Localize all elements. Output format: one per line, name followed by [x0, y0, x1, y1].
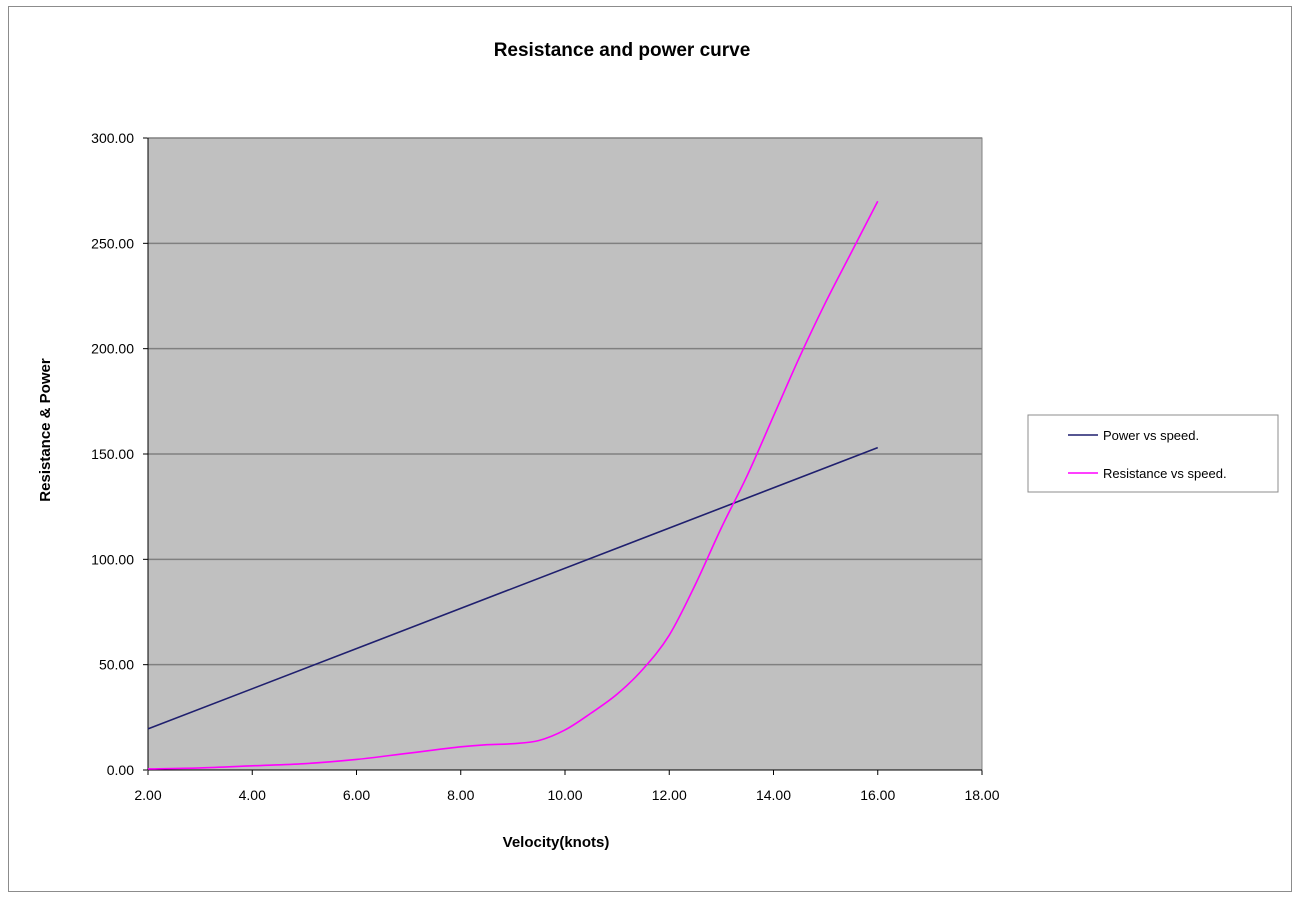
- series: [147, 200, 879, 770]
- y-tick-label: 250.00: [91, 235, 134, 251]
- x-tick-label: 16.00: [860, 787, 895, 803]
- x-axis-label: Velocity(knots): [503, 834, 610, 851]
- y-tick-label: 300.00: [91, 130, 134, 146]
- axes: [143, 137, 983, 775]
- y-tick-label: 0.00: [107, 762, 134, 778]
- resistance-series-line: [147, 200, 879, 770]
- legend: Power vs speed. Resistance vs speed.: [1027, 414, 1279, 493]
- legend-box: [1027, 414, 1279, 493]
- x-tick-label: 2.00: [134, 787, 161, 803]
- x-tick-label: 8.00: [447, 787, 474, 803]
- y-tick-label: 100.00: [91, 551, 134, 567]
- x-tick-label: 10.00: [547, 787, 582, 803]
- y-tick-label: 50.00: [99, 657, 134, 673]
- x-tick-label: 4.00: [239, 787, 266, 803]
- power-series-line: [147, 446, 879, 730]
- x-tick-label: 18.00: [964, 787, 999, 803]
- x-tick-label: 6.00: [343, 787, 370, 803]
- y-tick-label: 150.00: [91, 446, 134, 462]
- legend-power-label: Power vs speed.: [1103, 428, 1199, 443]
- y-axis-label: Resistance & Power: [37, 358, 54, 502]
- chart-title: Resistance and power curve: [494, 40, 751, 61]
- tick-labels: 0.00 50.00 100.00 150.00 200.00 250.00 300.00 2…: [91, 130, 1000, 803]
- legend-resistance-label: Resistance vs speed.: [1103, 466, 1227, 481]
- x-tick-label: 14.00: [756, 787, 791, 803]
- x-tick-label: 12.00: [652, 787, 687, 803]
- y-tick-label: 200.00: [91, 341, 134, 357]
